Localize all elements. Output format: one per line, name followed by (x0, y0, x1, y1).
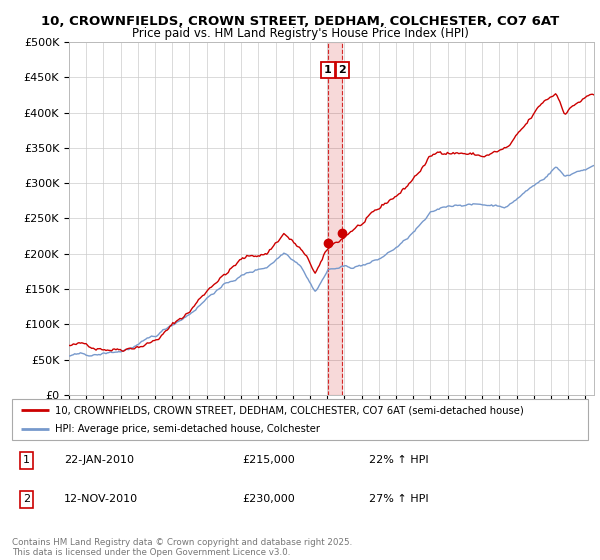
Text: £215,000: £215,000 (242, 455, 295, 465)
Text: 1: 1 (23, 455, 30, 465)
Text: Price paid vs. HM Land Registry's House Price Index (HPI): Price paid vs. HM Land Registry's House … (131, 27, 469, 40)
Bar (328, 42, 342, 395)
Text: 22% ↑ HPI: 22% ↑ HPI (369, 455, 429, 465)
Text: Contains HM Land Registry data © Crown copyright and database right 2025.
This d: Contains HM Land Registry data © Crown c… (12, 538, 352, 557)
Text: 2: 2 (23, 494, 30, 504)
Text: 2: 2 (338, 65, 346, 75)
FancyBboxPatch shape (12, 399, 588, 440)
Text: 1: 1 (324, 65, 332, 75)
Text: 22-JAN-2010: 22-JAN-2010 (64, 455, 134, 465)
Text: 10, CROWNFIELDS, CROWN STREET, DEDHAM, COLCHESTER, CO7 6AT: 10, CROWNFIELDS, CROWN STREET, DEDHAM, C… (41, 15, 559, 28)
Text: £230,000: £230,000 (242, 494, 295, 504)
Text: 10, CROWNFIELDS, CROWN STREET, DEDHAM, COLCHESTER, CO7 6AT (semi-detached house): 10, CROWNFIELDS, CROWN STREET, DEDHAM, C… (55, 405, 524, 415)
Text: HPI: Average price, semi-detached house, Colchester: HPI: Average price, semi-detached house,… (55, 424, 320, 433)
Text: 12-NOV-2010: 12-NOV-2010 (64, 494, 138, 504)
Text: 27% ↑ HPI: 27% ↑ HPI (369, 494, 429, 504)
